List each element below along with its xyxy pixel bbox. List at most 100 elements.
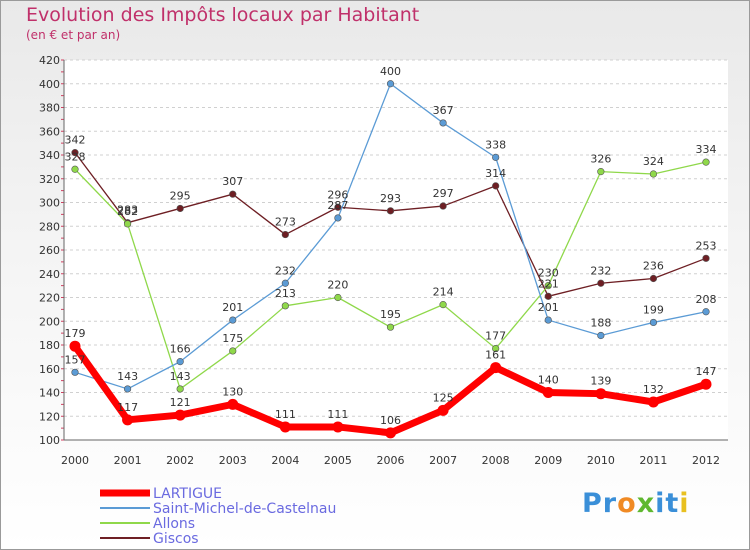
- data-point-1-7: [439, 119, 447, 127]
- x-tick-label-2001: 2001: [114, 454, 142, 467]
- data-point-0-7: [437, 404, 449, 416]
- y-tick-label-280: 280: [39, 220, 60, 233]
- data-point-0-4: [279, 421, 291, 433]
- x-tick-label-2002: 2002: [166, 454, 194, 467]
- data-label-2-1: 282: [117, 205, 138, 218]
- logo-letter: r: [602, 488, 618, 519]
- data-point-2-3: [229, 347, 237, 355]
- logo-letter: o: [617, 488, 637, 519]
- data-point-2-7: [439, 301, 447, 309]
- data-label-3-2: 295: [170, 189, 191, 202]
- logo-letter: t: [665, 488, 680, 519]
- y-tick-label-240: 240: [39, 268, 60, 281]
- data-label-1-8: 338: [485, 138, 506, 151]
- data-label-0-9: 140: [538, 374, 559, 387]
- data-label-3-0: 342: [65, 134, 86, 147]
- data-point-3-4: [281, 230, 289, 239]
- data-label-1-7: 367: [433, 104, 454, 117]
- x-tick-label-2008: 2008: [482, 454, 510, 467]
- data-point-0-2: [174, 409, 186, 421]
- y-tick-label-340: 340: [39, 149, 60, 162]
- data-label-0-11: 132: [643, 383, 664, 396]
- data-point-3-11: [649, 274, 658, 283]
- data-point-0-6: [385, 427, 396, 439]
- data-label-3-12: 253: [696, 239, 717, 252]
- y-tick-label-180: 180: [39, 339, 60, 352]
- data-label-0-6: 106: [380, 414, 401, 427]
- data-point-3-9: [544, 292, 552, 300]
- data-point-1-4: [281, 279, 289, 287]
- data-label-1-4: 232: [275, 264, 296, 277]
- data-label-2-11: 324: [643, 155, 664, 168]
- data-label-2-12: 334: [696, 143, 717, 156]
- data-label-3-1: 283: [117, 204, 138, 217]
- data-point-1-6: [386, 80, 395, 88]
- data-label-0-12: 147: [696, 365, 717, 378]
- axes: 100 120 140 160 180 200 220 240 260 280 300 320 340 3…: [39, 54, 728, 467]
- data-label-2-6: 195: [380, 308, 401, 321]
- legend-label-1: Saint-Michel-de-Castelnau: [153, 501, 336, 517]
- data-label-3-10: 232: [590, 264, 611, 277]
- logo-letter: i: [679, 488, 690, 519]
- x-tick-label-2004: 2004: [271, 454, 299, 467]
- x-tick-label-2000: 2000: [61, 454, 89, 467]
- logo-letter: x: [636, 488, 656, 519]
- x-tick-label-2005: 2005: [324, 454, 352, 467]
- data-point-0-3: [227, 398, 239, 410]
- legend-label-3: Giscos: [153, 531, 199, 547]
- data-label-1-2: 166: [170, 343, 191, 356]
- data-label-0-8: 161: [485, 349, 506, 362]
- data-point-2-8: [492, 344, 500, 353]
- data-point-1-3: [229, 316, 237, 324]
- data-label-2-7: 214: [433, 286, 454, 299]
- data-label-1-12: 208: [696, 293, 717, 306]
- data-point-0-12: [700, 378, 712, 390]
- data-label-3-6: 293: [380, 192, 401, 205]
- data-point-0-5: [332, 421, 344, 433]
- y-tick-label-360: 360: [39, 125, 60, 138]
- x-tick-label-2011: 2011: [639, 454, 667, 467]
- data-label-2-8: 177: [485, 330, 506, 343]
- data-point-3-12: [702, 254, 710, 262]
- y-tick-label-100: 100: [39, 434, 60, 447]
- y-tick-label-320: 320: [39, 173, 60, 186]
- data-point-1-10: [597, 331, 605, 340]
- data-label-1-5: 287: [327, 199, 348, 212]
- data-point-2-2: [176, 385, 184, 393]
- y-tick-label-400: 400: [39, 78, 60, 91]
- data-point-2-10: [597, 168, 605, 176]
- data-point-2-12: [702, 158, 710, 166]
- y-tick-label-380: 380: [39, 102, 60, 115]
- data-label-2-5: 220: [327, 279, 348, 292]
- y-tick-label-200: 200: [39, 315, 60, 328]
- y-tick-label-160: 160: [39, 363, 60, 376]
- data-point-2-5: [334, 293, 342, 302]
- data-label-2-3: 175: [222, 332, 243, 345]
- data-label-3-4: 273: [275, 216, 296, 229]
- data-label-0-3: 130: [222, 385, 243, 398]
- y-tick-label-140: 140: [39, 387, 60, 400]
- data-label-1-1: 143: [117, 370, 138, 383]
- data-point-1-0: [71, 368, 79, 376]
- y-tick-label-120: 120: [39, 410, 60, 423]
- logo-letter: i: [655, 488, 666, 519]
- data-point-0-8: [490, 362, 502, 374]
- data-point-0-1: [122, 414, 134, 426]
- y-tick-label-300: 300: [39, 197, 60, 210]
- data-label-2-2: 143: [170, 370, 191, 383]
- data-label-0-7: 125: [433, 391, 454, 404]
- data-label-2-0: 328: [65, 150, 86, 163]
- proxiti-logo: Proxiti: [582, 488, 690, 519]
- data-label-1-10: 188: [590, 317, 611, 330]
- data-point-2-4: [281, 302, 289, 310]
- data-point-3-5: [334, 203, 342, 211]
- data-point-1-2: [176, 358, 184, 366]
- data-point-1-11: [649, 318, 658, 327]
- data-label-0-1: 117: [117, 401, 138, 414]
- data-point-2-0: [71, 165, 79, 173]
- y-tick-label-420: 420: [39, 54, 60, 67]
- data-point-1-12: [702, 308, 710, 316]
- data-label-3-5: 296: [327, 188, 348, 201]
- data-label-3-8: 314: [485, 167, 506, 180]
- series-lines: [69, 80, 712, 439]
